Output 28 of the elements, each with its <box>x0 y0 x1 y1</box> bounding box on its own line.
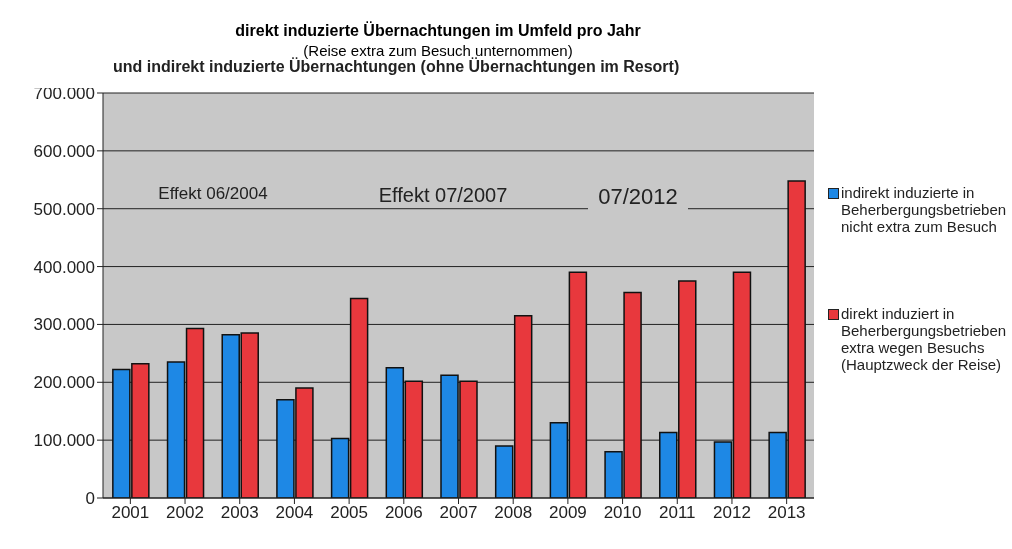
x-tick-label: 2002 <box>166 503 204 523</box>
x-tick-label: 2011 <box>658 503 696 523</box>
x-tick-label: 2001 <box>111 503 150 523</box>
chart-title: direkt induzierte Übernachtungen im Umfeld pro Jahr <box>234 22 642 40</box>
annotation: 07/2012 <box>588 184 688 210</box>
x-tick-label: 2013 <box>767 503 806 523</box>
text: und indirekt induzierte Übernachtungen (ohne Übernachtungen im Resort) <box>113 58 680 76</box>
x-tick-label: 2004 <box>275 503 314 523</box>
y-tick-label: 0 <box>85 489 95 509</box>
y-tick-label: 700.000 <box>33 84 95 104</box>
x-tick-label: 2012 <box>713 503 751 523</box>
x-tick-label: 2009 <box>548 503 587 523</box>
y-tick-label: 400.000 <box>33 257 95 277</box>
annotation: Effekt 06/2004 <box>148 184 278 204</box>
y-tick-label: 300.000 <box>33 315 95 335</box>
y-tick-label: 500.000 <box>33 199 95 219</box>
x-tick-label: 2006 <box>384 503 423 523</box>
annotation: Effekt 07/2007 <box>368 184 518 207</box>
x-tick-label: 2010 <box>603 503 642 523</box>
y-tick-label: 100.000 <box>33 431 95 451</box>
legend-label: indirekt induzierte in Beherbergungsbetrieben nicht extra zum Besuch <box>841 183 1007 235</box>
y-tick-label: 200.000 <box>33 373 95 393</box>
x-tick-label: 2008 <box>494 503 533 523</box>
x-tick-label: 2007 <box>439 503 478 523</box>
y-tick-label: 600.000 <box>33 141 95 161</box>
legend-label: direkt induziert in Beherbergungsbetrieben extra wegen Besuchs (Hauptzweck der Reise) <box>841 304 1007 373</box>
x-tick-label: 2005 <box>330 503 369 523</box>
x-tick-label: 2003 <box>220 503 259 523</box>
